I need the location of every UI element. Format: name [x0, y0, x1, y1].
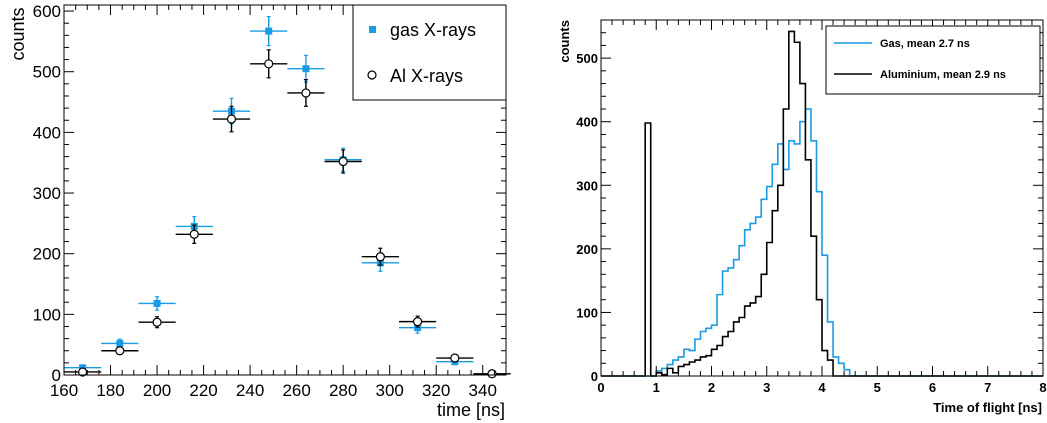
right-legend-box	[825, 25, 1041, 95]
left-x-tick-label: 340	[469, 381, 497, 400]
left-legend-box	[352, 4, 507, 101]
right-y-tick-label: 400	[576, 115, 598, 130]
left-x-tick-label: 220	[189, 381, 217, 400]
right-x-tick-label: 7	[984, 380, 991, 395]
left-x-axis-label: time [ns]	[437, 400, 505, 420]
right-y-tick-label: 100	[576, 305, 598, 320]
left-y-tick-label: 600	[33, 2, 61, 21]
data-point-square	[153, 299, 161, 307]
data-point-circle	[226, 114, 237, 124]
right-x-axis-label: Time of flight [ns]	[933, 400, 1042, 415]
al-xray-series	[64, 49, 511, 379]
right-chart: 0 1 2 3 4 5 6 7 8 0 100 200 300 400 500 counts Time of…	[557, 19, 1047, 415]
data-point-circle	[264, 59, 274, 69]
left-chart: 160 180 200 220 240 260 280 300 320 340 0 100 200 300…	[8, 2, 511, 420]
right-x-tick-label: 5	[874, 380, 881, 395]
data-point-circle	[78, 367, 88, 377]
left-y-tick-label: 0	[52, 366, 61, 385]
legend-aluminium-label: Aluminium, mean 2.9 ns	[880, 69, 1006, 81]
right-x-tick-label: 6	[929, 380, 936, 395]
right-y-tick-label: 0	[591, 369, 598, 384]
left-y-axis-label: counts	[8, 7, 28, 60]
right-data-marks	[601, 30, 1043, 377]
legend-gas-marker	[369, 26, 376, 33]
right-x-tick-label: 8	[1039, 380, 1046, 395]
left-x-tick-label: 320	[422, 381, 450, 400]
right-legend: Gas, mean 2.7 ns Aluminium, mean 2.9 ns	[825, 25, 1041, 95]
right-y-tick-label: 500	[576, 51, 598, 66]
right-x-tick-label: 2	[708, 380, 715, 395]
right-y-axis-label: counts	[557, 20, 572, 63]
legend-al-label: Al X-rays	[390, 66, 463, 86]
left-y-tick-label: 300	[33, 184, 61, 203]
left-x-tick-label: 200	[143, 381, 171, 400]
legend-gas-label: gas X-rays	[390, 20, 476, 40]
legend-al-marker	[367, 70, 377, 80]
right-y-tick-label: 200	[576, 242, 598, 257]
right-x-tick-label: 3	[763, 380, 770, 395]
left-y-tick-label: 200	[33, 245, 61, 264]
data-point-square	[414, 324, 422, 332]
left-x-tick-label: 260	[282, 381, 310, 400]
data-point-circle	[338, 156, 348, 167]
aluminium-tof-histogram	[601, 30, 1043, 377]
left-y-tick-label: 500	[33, 63, 61, 82]
left-x-tick-label: 180	[96, 381, 124, 400]
data-point-circle	[115, 346, 125, 356]
left-y-tick-label: 100	[33, 305, 61, 324]
data-point-square	[116, 339, 124, 347]
right-y-tick-label: 300	[576, 178, 598, 193]
data-point-circle	[375, 252, 385, 262]
data-point-circle	[152, 317, 162, 327]
right-x-tick-label: 0	[597, 380, 604, 395]
data-point-square	[302, 65, 310, 73]
data-point-circle	[189, 229, 199, 239]
data-point-square	[265, 27, 273, 35]
data-point-circle	[450, 353, 460, 363]
data-point-circle	[413, 317, 423, 327]
gas-tof-histogram	[601, 108, 1043, 377]
right-x-tick-label: 1	[653, 380, 660, 395]
left-x-tick-label: 160	[50, 381, 78, 400]
data-point-circle	[301, 88, 311, 98]
left-x-tick-label: 280	[329, 381, 357, 400]
right-axes: 0 1 2 3 4 5 6 7 8 0 100 200 300 400 500	[576, 19, 1047, 395]
left-data-marks	[64, 15, 511, 379]
left-y-tick-label: 400	[33, 123, 61, 142]
left-x-tick-label: 300	[375, 381, 403, 400]
left-legend: gas X-rays Al X-rays	[352, 4, 507, 101]
right-x-tick-label: 4	[818, 380, 826, 395]
left-x-tick-label: 240	[236, 381, 264, 400]
legend-gas-tof-label: Gas, mean 2.7 ns	[880, 38, 970, 50]
